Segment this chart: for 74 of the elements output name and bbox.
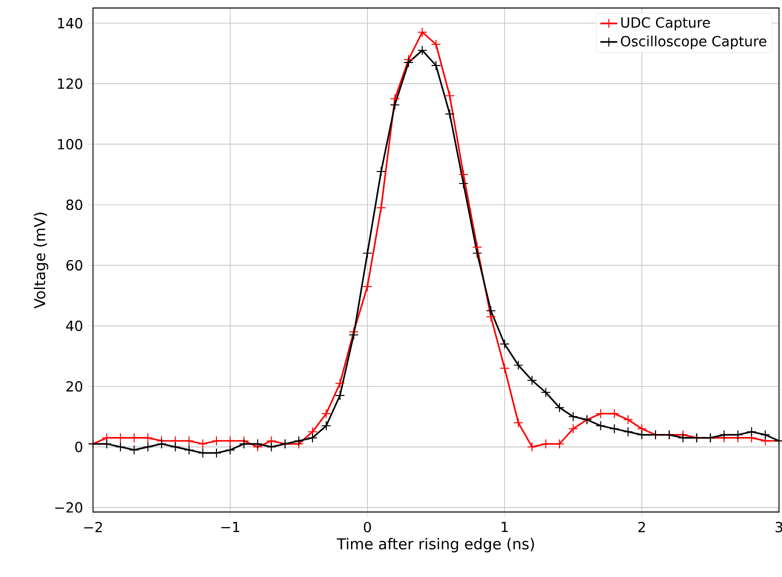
point	[527, 442, 538, 452]
point	[404, 57, 414, 68]
point	[321, 420, 332, 431]
point	[156, 438, 167, 449]
point	[472, 248, 482, 258]
point	[170, 442, 180, 452]
point	[540, 438, 551, 449]
y-tick-label: 0	[75, 442, 82, 452]
point	[444, 108, 455, 119]
point	[609, 408, 620, 419]
point	[348, 330, 359, 340]
point	[431, 39, 441, 50]
point	[609, 424, 620, 434]
legend-label: Oscilloscope Capture	[620, 36, 766, 50]
point	[321, 408, 332, 419]
point	[568, 424, 578, 434]
point	[568, 412, 578, 422]
point	[225, 444, 236, 455]
point	[623, 414, 634, 425]
y-tick-label: 20	[66, 381, 82, 392]
point	[102, 438, 112, 449]
point	[390, 100, 400, 110]
point	[294, 436, 304, 446]
point	[760, 430, 770, 440]
point	[252, 438, 263, 449]
point	[362, 248, 372, 258]
x-tick-label: 0	[364, 522, 371, 532]
point	[513, 418, 524, 428]
point	[212, 436, 222, 446]
y-tick-label: 140	[58, 18, 82, 28]
point	[334, 378, 345, 388]
point	[500, 363, 510, 374]
point	[417, 27, 428, 38]
point	[596, 420, 606, 431]
point	[184, 436, 194, 446]
point	[746, 426, 757, 437]
point	[527, 375, 538, 386]
point	[184, 444, 194, 455]
y-tick-label: 120	[58, 78, 82, 89]
x-tick-label: −2	[84, 522, 102, 532]
x-tick-label: 3	[776, 522, 782, 532]
x-tick-label: −1	[221, 522, 240, 532]
y-tick-label: 60	[66, 260, 82, 271]
y-tick-label: 80	[66, 199, 82, 210]
y-tick-label: −20	[55, 502, 82, 513]
x-axis-title: Time after rising edge (ns)	[336, 538, 534, 552]
point	[540, 387, 551, 398]
legend-label: UDC Capture	[621, 17, 710, 30]
point	[362, 282, 372, 292]
point	[596, 408, 606, 419]
point	[623, 426, 634, 437]
point	[225, 436, 236, 446]
x-tick-label: 2	[638, 522, 645, 532]
x-tick-label: 1	[502, 522, 508, 532]
point	[115, 442, 126, 452]
y-tick-label: 100	[58, 138, 82, 150]
point	[266, 442, 276, 452]
point	[376, 202, 386, 213]
point	[308, 432, 318, 443]
point	[417, 45, 428, 56]
point	[458, 170, 468, 180]
point	[554, 402, 564, 413]
point	[486, 306, 496, 316]
point	[142, 442, 153, 452]
y-axis-title: Voltage (mV)	[34, 212, 48, 309]
point	[500, 339, 510, 349]
point	[444, 90, 455, 101]
point	[554, 438, 564, 449]
point	[334, 390, 345, 400]
y-tick-label: 40	[66, 320, 82, 332]
point	[513, 360, 524, 370]
point	[238, 438, 249, 449]
point	[129, 444, 140, 455]
point	[198, 438, 208, 449]
